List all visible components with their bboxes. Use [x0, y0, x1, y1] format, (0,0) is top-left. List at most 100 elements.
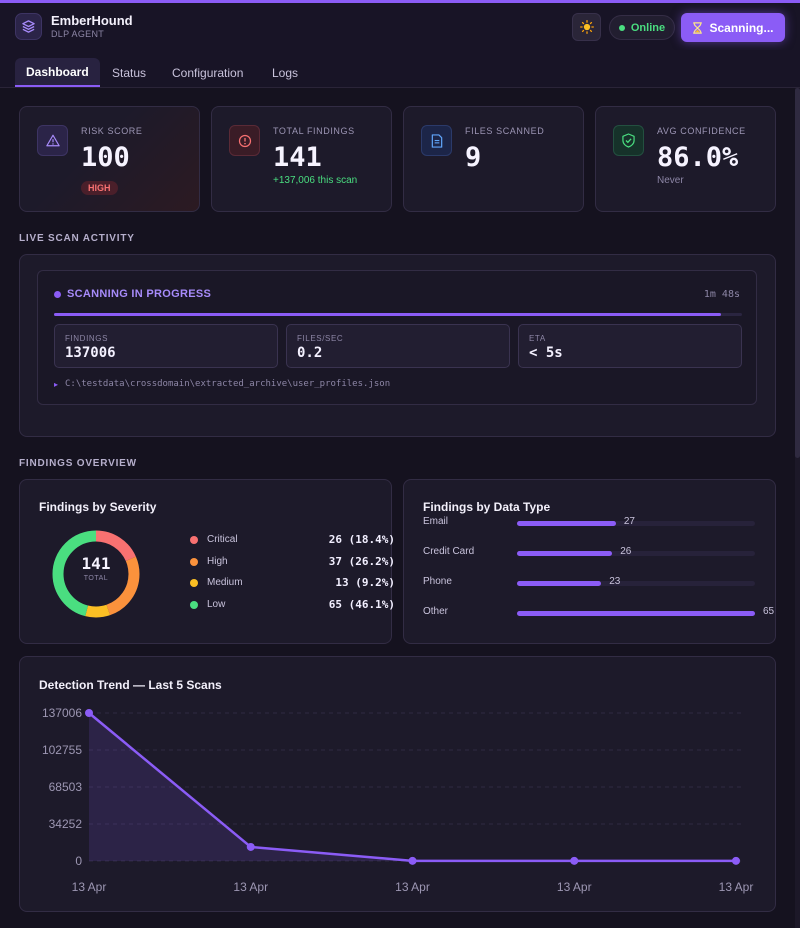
app-name: EmberHound — [51, 13, 133, 28]
status-badge: Online — [609, 15, 675, 40]
y-tick-label: 34252 — [49, 817, 83, 831]
legend-critical: Critical 26 (18.4%) — [190, 533, 395, 549]
live-scan-card: SCANNING IN PROGRESS 1m 48s FINDINGS 137… — [19, 254, 776, 437]
document-icon — [421, 125, 452, 156]
data-type-row-credit-card: Credit Card 26 — [423, 546, 778, 566]
data-type-track — [517, 521, 755, 526]
tab-status[interactable]: Status — [112, 65, 147, 80]
critical-dot-icon — [190, 536, 198, 544]
data-type-track — [517, 551, 755, 556]
legend-medium: Medium 13 (9.2%) — [190, 576, 395, 592]
metric-value: < 5s — [529, 345, 563, 361]
top-accent-line — [0, 0, 800, 3]
trend-point — [85, 709, 93, 717]
legend-value: 65 (46.1%) — [328, 598, 395, 611]
trend-area — [89, 713, 736, 861]
scan-button[interactable]: Scanning... — [681, 13, 785, 42]
scan-progress-fill — [54, 313, 722, 316]
scrollbar-track[interactable] — [795, 88, 800, 928]
data-type-row-email: Email 27 — [423, 516, 778, 536]
status-label: Online — [630, 21, 666, 34]
metric-label: FINDINGS — [65, 334, 109, 343]
scan-elapsed-time: 1m 48s — [703, 289, 740, 300]
data-type-bar — [517, 581, 602, 586]
risk-score-card: RISK SCORE 100 HIGH — [19, 106, 200, 212]
data-type-row-other: Other 65 — [423, 606, 778, 626]
x-tick-label: 13 Apr — [72, 880, 107, 894]
tab-bar: Dashboard Status Configuration Logs — [0, 50, 800, 88]
data-type-bar — [517, 521, 616, 526]
trend-point — [246, 842, 255, 851]
findings-overview-section-title: FINDINGS OVERVIEW — [19, 458, 137, 469]
shield-check-icon — [613, 125, 644, 156]
avg-confidence-card: AVG CONFIDENCE 86.0% Never — [595, 106, 776, 212]
total-findings-delta: +137,006 this scan — [273, 175, 358, 186]
pulse-dot-icon — [54, 291, 61, 298]
donut-total-label: TOTAL — [83, 575, 109, 582]
legend-low: Low 65 (46.1%) — [190, 598, 395, 614]
data-type-card-title: Findings by Data Type — [423, 500, 551, 514]
theme-toggle-button[interactable] — [572, 13, 601, 41]
donut-segment-medium — [52, 530, 140, 618]
app-subtitle: DLP AGENT — [51, 29, 105, 39]
data-type-track — [517, 611, 755, 616]
data-type-card: Findings by Data Type Email 27 Credit Ca… — [403, 479, 776, 644]
x-tick-label: 13 Apr — [557, 880, 592, 894]
donut-total-value: 141 — [81, 554, 111, 573]
legend-value: 13 (9.2%) — [335, 576, 395, 589]
scan-status-text: SCANNING IN PROGRESS — [67, 288, 212, 300]
data-type-value: 26 — [620, 546, 632, 557]
legend-name: Low — [207, 599, 226, 610]
data-type-label: Credit Card — [423, 546, 475, 557]
data-type-value: 65 — [763, 606, 775, 617]
metric-value: 137006 — [65, 345, 116, 361]
tab-configuration[interactable]: Configuration — [172, 65, 244, 80]
donut-segment-low — [52, 530, 140, 618]
alert-circle-icon — [229, 125, 260, 156]
legend-name: Medium — [207, 577, 243, 588]
app-header: EmberHound DLP AGENT Online Scanning... — [0, 3, 800, 50]
avg-confidence-label: AVG CONFIDENCE — [657, 126, 746, 136]
scan-progress-track — [54, 313, 742, 316]
detection-trend-card: Detection Trend — Last 5 Scans 137006 102… — [19, 656, 776, 912]
trend-chart-title: Detection Trend — Last 5 Scans — [39, 678, 222, 692]
legend-value: 37 (26.2%) — [328, 555, 395, 568]
medium-dot-icon — [190, 579, 198, 587]
data-type-row-phone: Phone 23 — [423, 576, 778, 596]
metric-label: FILES/SEC — [297, 334, 344, 343]
x-tick-label: 13 Apr — [395, 880, 430, 894]
total-findings-card: TOTAL FINDINGS 141 +137,006 this scan — [211, 106, 392, 212]
files-scanned-value: 9 — [465, 142, 482, 173]
data-type-value: 23 — [609, 576, 621, 587]
data-type-bar — [517, 611, 755, 616]
scrollbar-thumb[interactable] — [795, 88, 800, 458]
x-tick-label: 13 Apr — [233, 880, 268, 894]
total-findings-value: 141 — [273, 142, 322, 173]
warning-icon — [37, 125, 68, 156]
data-type-label: Email — [423, 516, 449, 527]
metric-files-per-sec: FILES/SEC 0.2 — [286, 324, 510, 368]
data-type-label: Phone — [423, 576, 452, 587]
files-scanned-label: FILES SCANNED — [465, 126, 545, 136]
avg-confidence-value: 86.0% — [657, 142, 739, 173]
risk-score-label: RISK SCORE — [81, 126, 143, 136]
file-pointer-icon: ▸ — [54, 380, 59, 389]
scan-progress-panel: SCANNING IN PROGRESS 1m 48s FINDINGS 137… — [37, 270, 757, 405]
tab-logs[interactable]: Logs — [272, 65, 299, 80]
detection-trend-chart: 137006 102755 68503 34252 0 13 Apr 13 Apr 13 Ap… — [42, 706, 753, 894]
metric-findings: FINDINGS 137006 — [54, 324, 278, 368]
low-dot-icon — [190, 601, 198, 609]
data-type-label: Other — [423, 606, 449, 617]
data-type-bar — [517, 551, 613, 556]
hourglass-icon — [693, 21, 703, 34]
risk-score-value: 100 — [81, 142, 130, 173]
legend-value: 26 (18.4%) — [328, 533, 395, 546]
avg-confidence-sub: Never — [657, 175, 684, 186]
tab-dashboard[interactable]: Dashboard — [15, 58, 100, 87]
y-tick-label: 137006 — [42, 706, 82, 720]
y-tick-label: 0 — [75, 854, 82, 868]
legend-high: High 37 (26.2%) — [190, 555, 395, 571]
metric-value: 0.2 — [297, 345, 323, 361]
legend-name: High — [207, 556, 228, 567]
current-file-path: C:\testdata\crossdomain\extracted_archiv… — [65, 379, 391, 389]
